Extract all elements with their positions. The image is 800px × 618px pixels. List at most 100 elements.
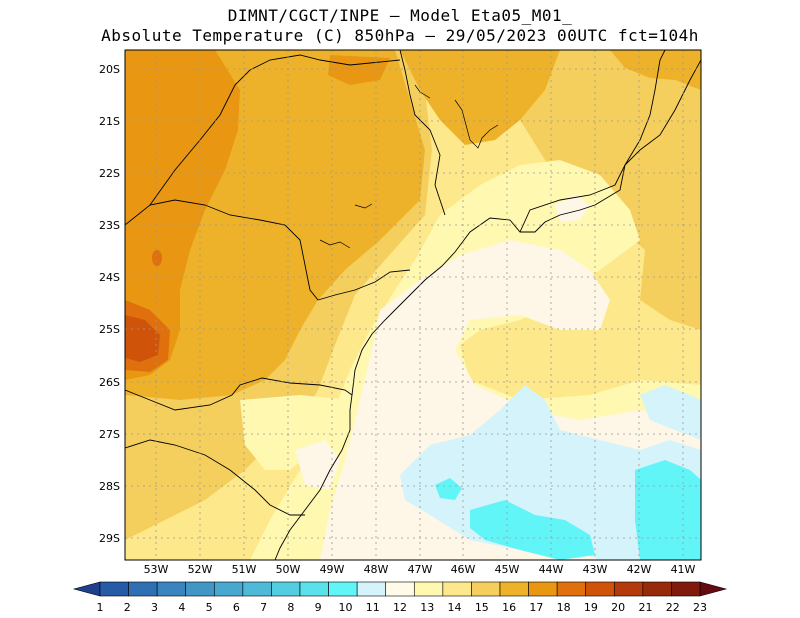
state-border-sp-mg [399, 50, 446, 216]
lon-label: 43W [583, 563, 608, 576]
colorbar-label: 3 [151, 601, 158, 614]
colorbar-arrow-right [699, 581, 728, 597]
lat-label: 20S [99, 63, 120, 76]
colorbar-label: 12 [393, 601, 407, 614]
colorbar-label: 2 [124, 601, 131, 614]
lon-label: 51W [232, 563, 257, 576]
colorbar-label: 19 [584, 601, 598, 614]
temperature-field [125, 50, 701, 560]
colorbar-label: 14 [448, 601, 462, 614]
colorbar-swatch [213, 581, 244, 597]
colorbar-label: 7 [260, 601, 267, 614]
lon-label: 53W [144, 563, 169, 576]
colorbar-label: 8 [287, 601, 294, 614]
colorbar-label: 10 [338, 601, 352, 614]
colorbar-label: 17 [529, 601, 543, 614]
reservoir-furnas [454, 99, 499, 149]
colorbar-swatch [156, 581, 187, 597]
field-16c-north [400, 50, 560, 145]
colorbar-label: 21 [638, 601, 652, 614]
field-10c-patch-2 [635, 460, 701, 560]
field-13c-south [240, 395, 350, 470]
colorbar-swatch [128, 581, 158, 597]
colorbar-swatch [471, 581, 501, 597]
colorbar-label: 9 [315, 601, 322, 614]
lat-label: 27S [99, 428, 120, 441]
lat-label: 26S [99, 376, 120, 389]
state-border-mg-rj [519, 50, 666, 233]
state-border-pr-sp [317, 269, 411, 301]
colorbar-swatch [499, 581, 529, 597]
map-title-line-1: DIMNT/CGCT/INPE — Model Eta05_M01_ [227, 6, 573, 25]
lat-label: 21S [99, 115, 120, 128]
colorbar: 1 2 3 4 5 6 7 8 9 10 11 12 13 14 15 16 17 18 19 20 21 22 23 [72, 581, 728, 614]
longitude-labels: 53W 52W 51W 50W 49W 48W 47W 46W 45W 44W … [144, 563, 696, 576]
state-border-ms-sp [149, 54, 401, 206]
reservoir-small-3 [354, 203, 373, 209]
colorbar-label: 15 [475, 601, 489, 614]
colorbar-swatch [613, 581, 644, 597]
colorbar-swatch [185, 581, 215, 597]
colorbar-label: 11 [366, 601, 380, 614]
field-10c-patch-1 [470, 500, 595, 560]
colorbar-swatch [442, 581, 472, 597]
colorbar-label: 5 [206, 601, 213, 614]
map-frame [124, 49, 702, 561]
lat-label: 23S [99, 219, 120, 232]
colorbar-label: 13 [420, 601, 434, 614]
colorbar-swatch [528, 581, 558, 597]
colorbar-swatch [271, 581, 301, 597]
lon-label: 45W [495, 563, 520, 576]
coastline-borders [125, 50, 701, 560]
colorbar-swatch [99, 581, 129, 597]
colorbar-label: 1 [97, 601, 104, 614]
map-title-line-2: Absolute Temperature (C) 850hPa — 29/05/… [101, 26, 699, 45]
state-border-pr-sc [125, 377, 353, 411]
lat-lon-grid [125, 50, 701, 560]
field-11c-ocean-east [640, 385, 701, 440]
colorbar-swatch [385, 581, 415, 597]
lat-label: 25S [99, 323, 120, 336]
colorbar-swatch [585, 581, 615, 597]
colorbar-label: 6 [233, 601, 240, 614]
lat-label: 24S [99, 271, 120, 284]
field-19c-west [125, 315, 160, 362]
lat-label: 22S [99, 167, 120, 180]
latitude-labels: 20S 21S 22S 23S 24S 25S 26S 27S 28S 29S [99, 63, 120, 545]
lon-label: 42W [627, 563, 652, 576]
coastline [274, 59, 701, 560]
colorbar-label: 18 [557, 601, 571, 614]
reservoir-small-2 [319, 239, 351, 249]
field-17c-west [125, 50, 240, 380]
lon-label: 50W [276, 563, 301, 576]
colorbar-swatch [642, 581, 672, 597]
field-12c-coast-patch [555, 195, 590, 222]
lon-label: 49W [320, 563, 345, 576]
lon-label: 46W [451, 563, 476, 576]
lon-label: 48W [364, 563, 389, 576]
colorbar-swatch [328, 581, 358, 597]
field-18c-spot [152, 250, 162, 266]
colorbar-swatch [299, 581, 329, 597]
colorbar-arrow-left [72, 581, 101, 597]
lon-label: 47W [408, 563, 433, 576]
lat-label: 28S [99, 480, 120, 493]
colorbar-label: 16 [502, 601, 516, 614]
state-border-ms-pr [125, 199, 319, 301]
colorbar-swatch [356, 581, 387, 597]
colorbar-label: 4 [178, 601, 185, 614]
lon-label: 44W [539, 563, 564, 576]
field-12c-land-patch [295, 440, 340, 490]
colorbar-swatch [671, 581, 701, 597]
lon-label: 52W [188, 563, 213, 576]
state-border-sc-rs [125, 439, 305, 516]
field-16c-northeast [610, 50, 701, 90]
colorbar-swatch [556, 581, 587, 597]
colorbar-label: 22 [666, 601, 680, 614]
colorbar-label: 20 [611, 601, 625, 614]
colorbar-swatch [242, 581, 272, 597]
field-10c-patch-3 [435, 478, 462, 500]
lon-label: 41W [671, 563, 696, 576]
colorbar-swatch [413, 581, 444, 597]
